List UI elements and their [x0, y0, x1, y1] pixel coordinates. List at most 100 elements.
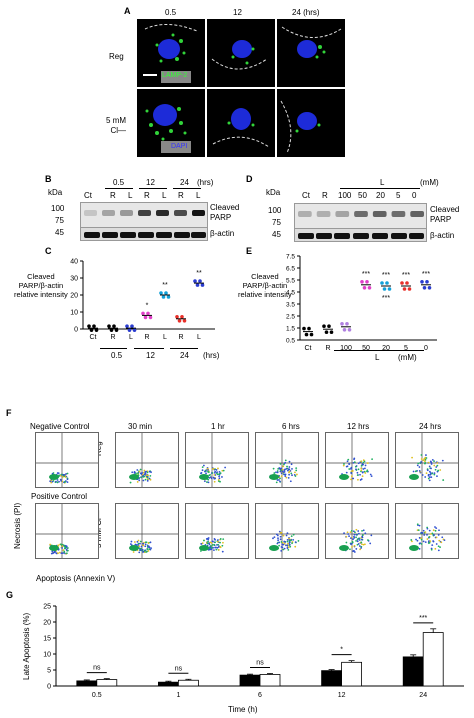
- event-dot: [358, 537, 361, 540]
- event-dot: [434, 529, 437, 532]
- event-dot: [144, 541, 147, 544]
- event-dot: [273, 536, 276, 539]
- event-dot: [360, 467, 363, 470]
- event-dot: [433, 460, 435, 463]
- data-point: [329, 330, 334, 334]
- event-dot: [218, 473, 221, 476]
- lane-label: 100: [338, 191, 352, 200]
- panel-b-time-2: 12: [146, 178, 155, 187]
- panel-c-group-line: [170, 348, 198, 349]
- event-dot: [208, 543, 211, 546]
- event-dot: [352, 530, 355, 533]
- data-point: [107, 324, 111, 328]
- event-dot: [294, 471, 296, 474]
- event-dot: [350, 478, 352, 481]
- y-tick-label: 2.5: [286, 314, 295, 321]
- event-dot: [352, 550, 355, 553]
- event-dot: [287, 468, 290, 471]
- event-dot: [211, 472, 214, 474]
- event-dot: [420, 458, 423, 460]
- event-dot: [424, 531, 427, 534]
- event-dot: [366, 462, 369, 464]
- event-dot: [145, 474, 148, 477]
- event-dot: [291, 468, 293, 470]
- data-point: [400, 281, 404, 285]
- panel-b-lanes: Ct R L R L R L: [80, 191, 206, 201]
- event-dot: [279, 535, 282, 538]
- data-point: [327, 324, 331, 328]
- event-dot: [428, 479, 431, 482]
- event-dot: [278, 544, 281, 547]
- event-dot: [136, 481, 139, 483]
- x-tick-label: R: [144, 334, 149, 340]
- event-dot: [361, 536, 364, 539]
- event-dot: [280, 467, 282, 470]
- event-dot: [435, 536, 438, 539]
- event-dot: [282, 534, 285, 537]
- panel-d-parp-blot: [294, 203, 427, 229]
- event-dot: [221, 544, 224, 547]
- event-dot: [281, 543, 284, 546]
- lane-label: 50: [358, 191, 367, 200]
- data-point: [89, 328, 94, 332]
- event-dot: [140, 476, 143, 479]
- event-dot: [428, 536, 431, 538]
- event-dot: [60, 480, 63, 482]
- significance-stars: *: [146, 302, 149, 309]
- panel-d-group-line: [340, 188, 420, 189]
- event-dot: [62, 549, 65, 552]
- panel-f-letter: F: [6, 408, 12, 418]
- event-dot: [213, 537, 216, 540]
- event-dot: [423, 534, 426, 536]
- event-dot: [430, 476, 433, 479]
- event-dot: [439, 546, 441, 549]
- x-tick-label: R: [325, 345, 330, 350]
- event-dot: [217, 539, 219, 541]
- panel-d-letter: D: [246, 174, 253, 184]
- event-dot: [150, 471, 152, 474]
- significance-stars: ***: [382, 295, 390, 302]
- event-dot: [222, 469, 225, 472]
- event-dot: [64, 476, 67, 478]
- event-dot: [272, 537, 274, 540]
- event-dot: [345, 535, 348, 538]
- event-dot: [150, 547, 153, 550]
- event-dot: [287, 546, 290, 549]
- y-tick-label: 10: [70, 310, 78, 317]
- population-core: [269, 474, 279, 480]
- data-point: [302, 326, 306, 331]
- x-tick-label: 0.5: [92, 692, 102, 699]
- data-point: [175, 315, 179, 319]
- event-dot: [362, 459, 365, 462]
- data-point: [407, 287, 412, 291]
- flow-cytometry-plot: [325, 432, 389, 488]
- population-core: [409, 545, 419, 551]
- event-dot: [222, 541, 224, 544]
- event-dot: [425, 472, 428, 475]
- event-dot: [294, 475, 297, 477]
- micrograph-reg-0-5: [137, 19, 205, 87]
- event-dot: [427, 477, 430, 480]
- lane-label: R: [110, 191, 116, 200]
- event-dot: [369, 473, 372, 476]
- parp-band: [372, 211, 387, 217]
- event-dot: [218, 470, 221, 473]
- event-dot: [279, 470, 282, 473]
- event-dot: [140, 545, 143, 548]
- panel-b-actin-label: β-actin: [210, 229, 235, 238]
- event-dot: [136, 540, 139, 543]
- event-dot: [207, 481, 210, 484]
- panel-e-plot: 0.51.52.53.54.55.56.57.5Ct R 100 50***20***…: [286, 254, 437, 350]
- event-dot: [278, 479, 280, 481]
- event-dot: [355, 536, 357, 539]
- parp-band: [156, 210, 169, 216]
- event-dot: [355, 528, 358, 531]
- y-tick-label: 10: [43, 652, 51, 659]
- panel-c-group-2: 12: [146, 351, 155, 360]
- event-dot: [217, 540, 219, 543]
- data-point: [112, 324, 116, 328]
- event-dot: [357, 543, 360, 545]
- event-dot: [352, 477, 355, 480]
- event-dot: [284, 459, 287, 462]
- event-dot: [435, 543, 438, 545]
